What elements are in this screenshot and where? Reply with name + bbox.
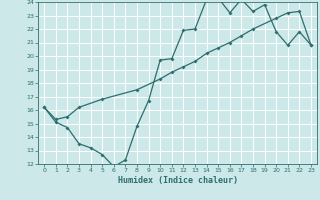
X-axis label: Humidex (Indice chaleur): Humidex (Indice chaleur) — [118, 176, 238, 185]
